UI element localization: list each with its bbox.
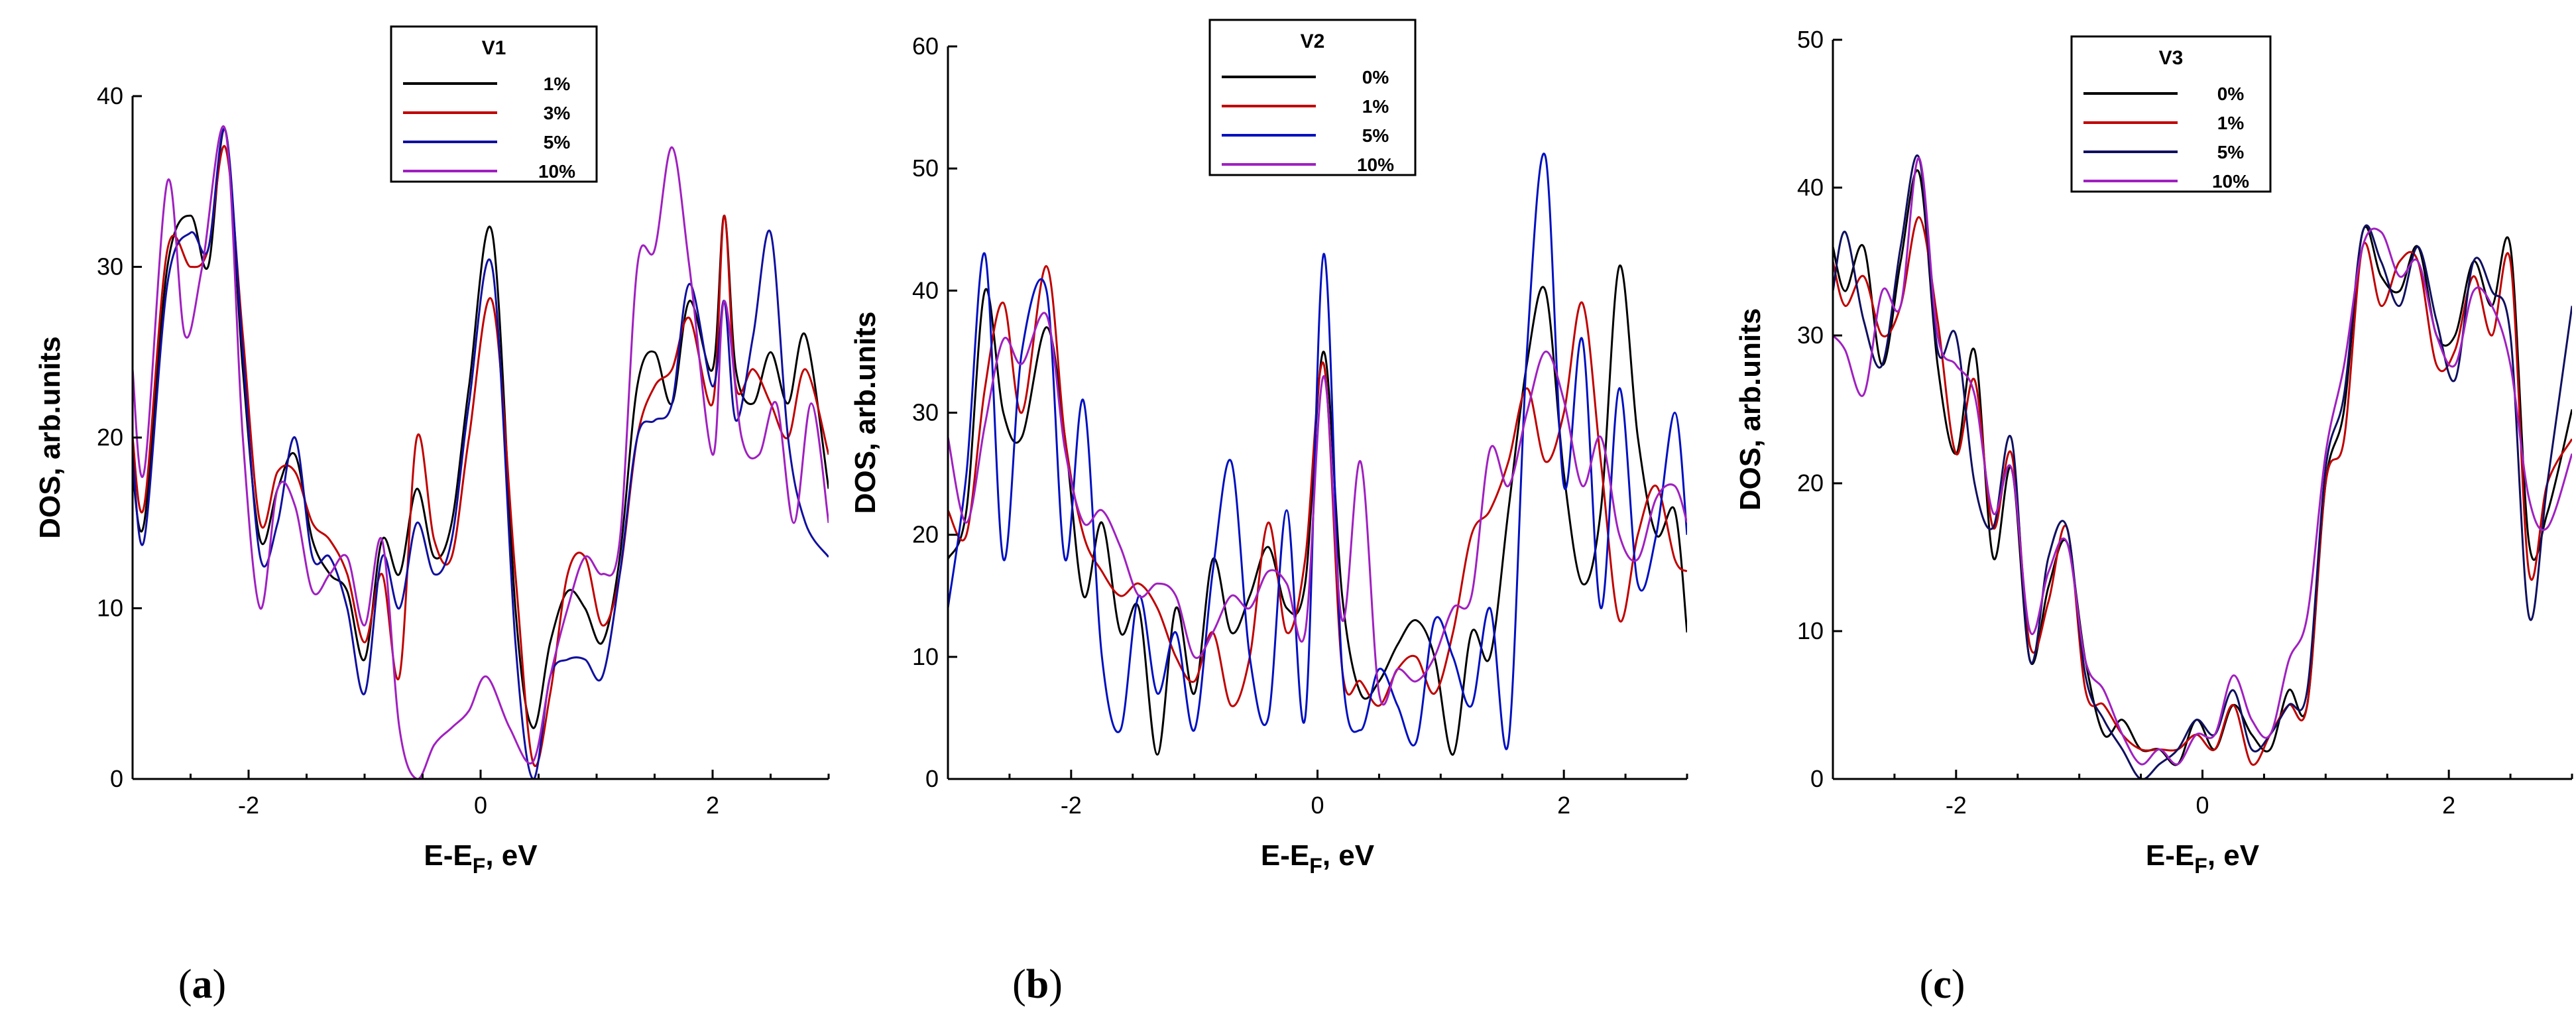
x-axis-title: E-EF, eV (424, 839, 538, 878)
legend-title: V1 (482, 37, 506, 59)
x-axis-title-tail: , eV (485, 839, 538, 872)
y-axis-title: DOS, arb.units (1734, 308, 1767, 511)
legend-label: 1% (544, 74, 571, 94)
legend-label: 1% (1362, 96, 1389, 117)
series-group (948, 152, 1687, 756)
x-axis-title-sub: F (1309, 854, 1322, 878)
x-tick-label: 0 (1311, 792, 1324, 819)
panel-label-close: ) (1049, 962, 1063, 1007)
x-tick-label: 2 (706, 792, 719, 819)
y-tick-label: 10 (97, 595, 123, 622)
y-tick-label: 40 (97, 82, 123, 109)
series-line-0pct (948, 264, 1687, 756)
y-tick-label: 50 (912, 154, 939, 182)
legend-label: 3% (544, 103, 571, 123)
x-axis-title-main: E-E (2146, 839, 2194, 872)
legend-label: 10% (1357, 154, 1394, 175)
series-line-1pct (948, 265, 1687, 707)
series-line-5pct (1833, 154, 2572, 779)
legend-label: 0% (1362, 67, 1389, 88)
legend-title: V3 (2159, 47, 2184, 69)
y-tick-label: 0 (1810, 765, 1824, 792)
x-axis-title-sub: F (473, 854, 486, 878)
y-tick-label: 60 (912, 32, 939, 60)
series-line-5pct (133, 127, 829, 779)
legend-label: 5% (1362, 125, 1389, 146)
legend: V3 0% 1% 5% 10% (2070, 35, 2272, 193)
y-tick-label: 30 (1797, 322, 1824, 349)
y-tick-label: 30 (97, 253, 123, 280)
series-line-10pct (948, 312, 1687, 706)
x-tick-label: -2 (1946, 792, 1967, 819)
legend-label: 10% (538, 161, 575, 182)
legend: V2 0% 1% 5% 10% (1208, 19, 1417, 176)
x-axis-title-tail: , eV (1322, 839, 1375, 872)
y-tick-label: 40 (1797, 174, 1824, 201)
y-tick-label: 50 (1797, 26, 1824, 53)
x-axis-title-tail: , eV (2207, 839, 2260, 872)
y-tick-label: 40 (912, 276, 939, 304)
panel-label-close: ) (1952, 962, 1965, 1007)
panel-label: (a) (178, 962, 226, 1007)
y-tick-label: 20 (1797, 469, 1824, 497)
x-axis-title: E-EF, eV (2146, 839, 2260, 878)
x-tick-label: -2 (238, 792, 259, 819)
panel-label-letter: c (1933, 962, 1952, 1007)
y-tick-label: 10 (1797, 617, 1824, 644)
panel-label: (b) (1012, 962, 1063, 1007)
y-tick-label: 30 (912, 399, 939, 426)
panel-label-open: ( (178, 962, 192, 1007)
legend-label: 0% (2217, 84, 2245, 104)
y-axis-title: DOS, arb.units (34, 336, 66, 539)
legend-label: 1% (2217, 113, 2245, 133)
series-line-10pct (1833, 156, 2572, 766)
y-tick-label: 20 (912, 521, 939, 548)
x-axis-title: E-EF, eV (1261, 839, 1375, 878)
x-tick-label: -2 (1061, 792, 1082, 819)
x-axis-title-main: E-E (1261, 839, 1309, 872)
legend-box (1208, 19, 1417, 176)
legend-label: 5% (2217, 142, 2245, 162)
panel-a: 0 10 20 30 40 -2 0 2 E-EF, eV DOS, arb.units V1 1% 3… (34, 25, 830, 1007)
y-tick-label: 10 (912, 643, 939, 670)
legend-label: 5% (544, 132, 571, 152)
series-line-10pct (133, 125, 829, 779)
y-axis-title: DOS, arb.units (849, 312, 882, 514)
panel-label-open: ( (1920, 962, 1934, 1007)
y-tick-label: 0 (110, 765, 123, 792)
y-tick-label: 20 (97, 424, 123, 451)
legend-title: V2 (1301, 30, 1325, 52)
x-axis-title-main: E-E (424, 839, 472, 872)
x-tick-label: 0 (474, 792, 487, 819)
x-tick-label: 2 (2442, 792, 2455, 819)
series-line-3pct (133, 145, 829, 767)
legend-box (390, 25, 598, 183)
panel-c: 0 10 20 30 40 50 -2 0 2 E-EF, eV DOS, arb.units V3 0… (1734, 26, 2573, 1007)
y-tick-label: 0 (925, 765, 939, 792)
x-tick-label: 2 (1557, 792, 1570, 819)
series-line-1pct (1833, 216, 2572, 766)
series-group (1833, 154, 2572, 779)
series-line-5pct (948, 152, 1687, 750)
legend-box (2070, 35, 2272, 193)
legend: V1 1% 3% 5% 10% (390, 25, 598, 183)
panel-label: (c) (1920, 962, 1965, 1007)
series-group (133, 125, 829, 779)
panel-b: 0 10 20 30 40 50 60 -2 0 2 E-EF, eV DOS, arb.units V… (849, 19, 1688, 1007)
panel-label-open: ( (1012, 962, 1026, 1007)
legend-label: 10% (2212, 171, 2249, 192)
panel-label-letter: a (192, 962, 213, 1007)
panel-label-close: ) (213, 962, 227, 1007)
panel-label-letter: b (1026, 962, 1049, 1007)
series-line-0pct (1833, 169, 2572, 766)
x-tick-label: 0 (2195, 792, 2209, 819)
x-axis-title-sub: F (2194, 854, 2207, 878)
